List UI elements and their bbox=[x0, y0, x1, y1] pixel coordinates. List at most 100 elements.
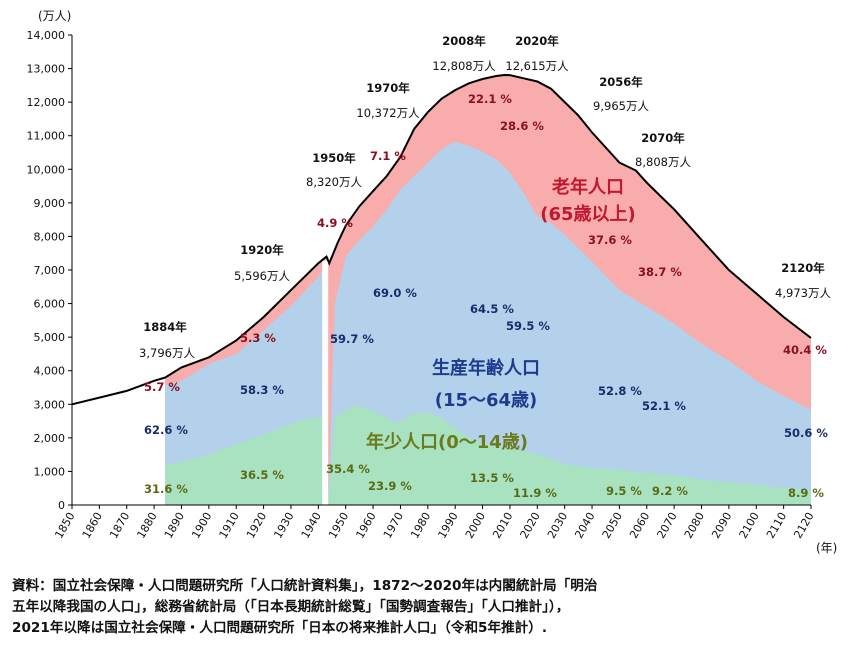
y-tick-label: 4,000 bbox=[34, 365, 66, 378]
x-tick-label: 1880 bbox=[134, 510, 159, 541]
annotation-year: 1950年 bbox=[312, 151, 356, 165]
population-chart: 0 1,000 2,000 3,000 4,000 5,000 6,000 7,000 8,00… bbox=[27, 9, 838, 555]
x-tick-label: 2000 bbox=[463, 510, 488, 541]
working-share-label: 59.5 % bbox=[506, 319, 550, 333]
working-share-label: 62.6 % bbox=[144, 423, 188, 437]
working-share-label: 59.7 % bbox=[330, 332, 374, 346]
elderly-share-label: 38.7 % bbox=[638, 265, 682, 279]
y-tick-label: 5,000 bbox=[34, 331, 66, 344]
young-share-label: 9.2 % bbox=[652, 484, 688, 498]
x-tick-label: 1920 bbox=[244, 510, 269, 541]
working-share-label: 69.0 % bbox=[373, 286, 417, 300]
elderly-share-label: 37.6 % bbox=[588, 233, 632, 247]
x-tick-label: 2020 bbox=[518, 510, 543, 541]
annotation-value: 9,965万人 bbox=[593, 99, 649, 113]
source-line-1: 資料：国立社会保障・人口問題研究所「人口統計資料集」，1872～2020年は内閣… bbox=[12, 578, 598, 594]
annotation-value: 10,372万人 bbox=[356, 106, 420, 120]
x-tick-label: 2030 bbox=[545, 510, 570, 541]
y-tick-label: 9,000 bbox=[34, 197, 66, 210]
young-share-label: 13.5 % bbox=[470, 471, 514, 485]
x-tick-label: 2100 bbox=[737, 510, 762, 541]
x-tick-label: 1960 bbox=[353, 510, 378, 541]
elderly-share-label: 7.1 % bbox=[370, 149, 406, 163]
x-tick-label: 1870 bbox=[107, 510, 132, 541]
x-tick-label: 2040 bbox=[572, 510, 597, 541]
elderly-share-label: 5.3 % bbox=[240, 331, 276, 345]
source-note: 資料：国立社会保障・人口問題研究所「人口統計資料集」，1872～2020年は内閣… bbox=[12, 576, 837, 639]
total-population-line bbox=[71, 73, 812, 406]
x-tick-label: 2090 bbox=[709, 510, 734, 541]
y-tick-label: 10,000 bbox=[27, 163, 66, 176]
elderly-series-sublabel: (65歳以上) bbox=[540, 204, 636, 225]
annotation-year: 2020年 bbox=[515, 34, 559, 48]
source-line-2: 五年以降我国の人口」，総務省統計局（「日本長期統計総覧」「国勢調査報告」「人口推… bbox=[12, 599, 570, 615]
young-share-label: 35.4 % bbox=[326, 462, 370, 476]
x-tick-label: 1950 bbox=[326, 510, 351, 541]
x-tick-label: 2080 bbox=[682, 510, 707, 541]
y-tick-label: 14,000 bbox=[27, 29, 66, 42]
annotation-value: 8,320万人 bbox=[306, 175, 362, 189]
annotation-value: 4,973万人 bbox=[775, 286, 831, 300]
x-tick-label: 1980 bbox=[408, 510, 433, 541]
x-tick-label: 1900 bbox=[189, 510, 214, 541]
annotation-year: 2120年 bbox=[781, 261, 825, 275]
y-tick-label: 0 bbox=[58, 499, 65, 512]
working-share-label: 64.5 % bbox=[470, 302, 514, 316]
x-tick-label: 1990 bbox=[436, 510, 461, 541]
x-tick-label: 1940 bbox=[299, 510, 324, 541]
annotation-year: 2008年 bbox=[442, 34, 486, 48]
x-tick-label: 2010 bbox=[490, 510, 515, 541]
x-tick-label: 1970 bbox=[381, 510, 406, 541]
elderly-share-label: 22.1 % bbox=[468, 92, 512, 106]
x-tick-label: 2070 bbox=[654, 510, 679, 541]
annotation-year: 1970年 bbox=[366, 81, 410, 95]
y-tick-label: 7,000 bbox=[34, 264, 66, 277]
annotation-year: 1884年 bbox=[143, 320, 187, 334]
elderly-share-label: 5.7 % bbox=[144, 380, 180, 394]
young-share-label: 9.5 % bbox=[606, 484, 642, 498]
young-share-label: 23.9 % bbox=[368, 479, 412, 493]
y-tick-label: 13,000 bbox=[27, 63, 66, 76]
annotation-value: 12,615万人 bbox=[505, 59, 569, 73]
young-series-label: 年少人口(0～14歳) bbox=[366, 431, 528, 453]
y-tick-label: 1,000 bbox=[34, 465, 66, 478]
annotation-value: 5,596万人 bbox=[234, 269, 290, 283]
working-series-sublabel: (15～64歳) bbox=[435, 390, 538, 411]
y-tick-label: 11,000 bbox=[27, 130, 66, 143]
working-share-label: 52.8 % bbox=[598, 384, 642, 398]
working-share-label: 58.3 % bbox=[240, 383, 284, 397]
x-tick-label: 1890 bbox=[162, 510, 187, 541]
x-unit-label: (年) bbox=[816, 541, 837, 555]
x-tick-label: 2110 bbox=[764, 510, 789, 541]
x-tick-label: 1930 bbox=[271, 510, 296, 541]
elderly-series-label: 老年人口 bbox=[552, 176, 624, 198]
elderly-share-label: 4.9 % bbox=[317, 216, 353, 230]
y-tick-label: 2,000 bbox=[34, 432, 66, 445]
annotation-value: 12,808万人 bbox=[432, 59, 496, 73]
working-share-label: 50.6 % bbox=[784, 426, 828, 440]
y-unit-label: (万人) bbox=[38, 9, 71, 23]
annotation-year: 2056年 bbox=[599, 75, 643, 89]
working-share-label: 52.1 % bbox=[642, 399, 686, 413]
annotation-year: 1920年 bbox=[240, 243, 284, 257]
x-tick-label: 2120 bbox=[791, 510, 816, 541]
y-tick-label: 6,000 bbox=[34, 298, 66, 311]
y-tick-label: 12,000 bbox=[27, 96, 66, 109]
data-gap bbox=[322, 260, 329, 505]
elderly-share-label: 40.4 % bbox=[783, 343, 827, 357]
young-share-label: 36.5 % bbox=[240, 468, 284, 482]
y-tick-label: 3,000 bbox=[34, 398, 66, 411]
x-tick-label: 1850 bbox=[52, 510, 77, 541]
annotation-value: 8,808万人 bbox=[635, 155, 691, 169]
young-share-label: 31.6 % bbox=[144, 482, 188, 496]
working-series-label: 生産年齢人口 bbox=[432, 357, 540, 379]
x-tick-label: 1860 bbox=[80, 510, 105, 541]
elderly-share-label: 28.6 % bbox=[500, 119, 544, 133]
young-share-label: 11.9 % bbox=[513, 486, 557, 500]
y-tick-label: 8,000 bbox=[34, 230, 66, 243]
x-tick-label: 2050 bbox=[600, 510, 625, 541]
annotation-value: 3,796万人 bbox=[139, 346, 195, 360]
annotation-year: 2070年 bbox=[641, 131, 685, 145]
x-tick-label: 1910 bbox=[217, 510, 242, 541]
